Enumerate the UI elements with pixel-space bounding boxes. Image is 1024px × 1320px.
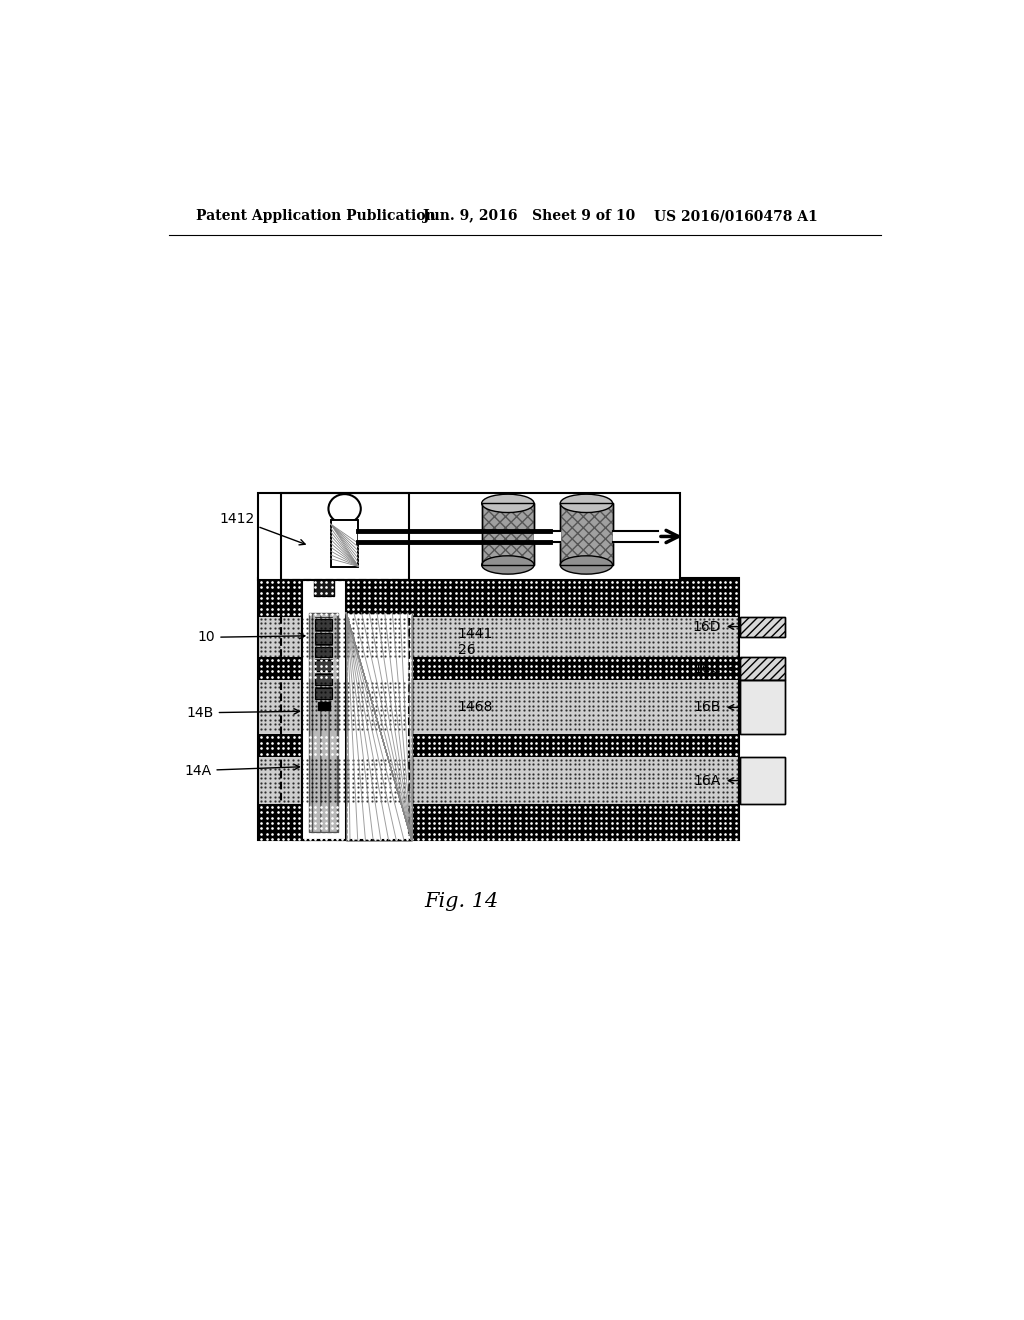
Bar	[331, 520, 358, 566]
Bar	[560, 503, 612, 565]
Bar	[346, 612, 412, 840]
Bar	[258, 758, 739, 804]
Text: 1441: 1441	[458, 627, 494, 642]
Bar	[315, 688, 333, 700]
Text: 26: 26	[458, 643, 475, 656]
Bar	[317, 702, 330, 710]
Bar	[346, 612, 412, 840]
Bar	[481, 503, 535, 565]
Bar	[740, 657, 785, 681]
Text: 1468: 1468	[458, 701, 494, 714]
Text: 10: 10	[198, 631, 305, 644]
Bar	[315, 647, 333, 657]
Text: 14A: 14A	[184, 763, 299, 777]
Bar	[309, 612, 339, 832]
Bar	[560, 503, 612, 565]
Text: 16B: 16B	[694, 701, 737, 714]
Bar	[331, 520, 358, 566]
Bar	[740, 616, 785, 636]
Ellipse shape	[329, 494, 360, 524]
Text: Jun. 9, 2016   Sheet 9 of 10: Jun. 9, 2016 Sheet 9 of 10	[423, 209, 636, 223]
Bar	[258, 616, 739, 657]
Bar	[313, 574, 334, 595]
Text: 14B: 14B	[186, 706, 299, 719]
Bar	[740, 681, 785, 734]
Bar	[481, 503, 535, 565]
Bar	[258, 681, 739, 734]
Text: US 2016/0160478 A1: US 2016/0160478 A1	[654, 209, 818, 223]
Bar	[481, 503, 535, 565]
Ellipse shape	[481, 494, 535, 512]
Ellipse shape	[560, 556, 612, 574]
Bar	[301, 540, 346, 840]
Bar	[258, 804, 739, 840]
Bar	[315, 675, 333, 685]
Bar	[281, 581, 410, 840]
Bar	[315, 660, 333, 671]
Bar	[740, 657, 785, 681]
Bar	[560, 503, 612, 565]
Text: 16D: 16D	[692, 619, 737, 634]
Bar	[315, 632, 333, 644]
Ellipse shape	[560, 494, 612, 512]
Bar	[258, 734, 739, 758]
Bar	[258, 494, 680, 581]
Bar	[740, 681, 785, 734]
Text: 16C: 16C	[693, 661, 737, 676]
Text: Fig. 14: Fig. 14	[425, 892, 499, 911]
Bar	[281, 494, 410, 581]
Bar	[258, 578, 739, 616]
Bar	[315, 619, 333, 630]
Bar	[740, 758, 785, 804]
Bar	[740, 758, 785, 804]
Text: 16A: 16A	[694, 774, 737, 788]
Bar	[258, 578, 739, 840]
Ellipse shape	[481, 556, 535, 574]
Bar	[740, 616, 785, 636]
Text: Patent Application Publication: Patent Application Publication	[196, 209, 435, 223]
Text: 1412: 1412	[219, 512, 305, 545]
Bar	[258, 657, 739, 681]
